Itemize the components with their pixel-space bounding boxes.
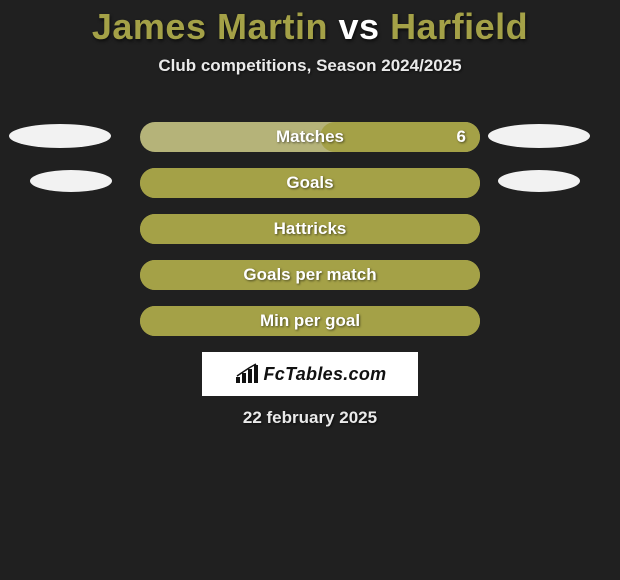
value-badge-left [9, 124, 111, 148]
comparison-chart: Matches6 Goals Hattricks Goals per match Min… [0, 114, 620, 344]
brand-box: FcTables.com [202, 352, 418, 396]
stat-label: Goals per match [140, 260, 480, 290]
stat-row: Matches6 [0, 114, 620, 160]
footer-date: 22 february 2025 [0, 408, 620, 428]
stat-value: 6 [457, 122, 466, 152]
stat-label: Hattricks [140, 214, 480, 244]
value-badge-right [498, 170, 580, 192]
stat-pill: Goals per match [140, 260, 480, 290]
stat-pill: Matches6 [140, 122, 480, 152]
stat-label: Matches [140, 122, 480, 152]
stat-row: Min per goal [0, 298, 620, 344]
title-player-b: Harfield [390, 6, 528, 47]
title-player-a: James Martin [92, 6, 328, 47]
stat-pill: Hattricks [140, 214, 480, 244]
value-badge-left [30, 170, 112, 192]
page-title: James Martin vs Harfield [0, 0, 620, 48]
title-vs: vs [339, 6, 380, 47]
stat-label: Min per goal [140, 306, 480, 336]
stat-pill: Goals [140, 168, 480, 198]
brand-text: FcTables.com [264, 364, 387, 385]
bars-icon [234, 363, 260, 385]
stat-row: Goals [0, 160, 620, 206]
stat-row: Goals per match [0, 252, 620, 298]
stat-label: Goals [140, 168, 480, 198]
value-badge-right [488, 124, 590, 148]
stat-row: Hattricks [0, 206, 620, 252]
subtitle: Club competitions, Season 2024/2025 [0, 56, 620, 76]
stat-pill: Min per goal [140, 306, 480, 336]
